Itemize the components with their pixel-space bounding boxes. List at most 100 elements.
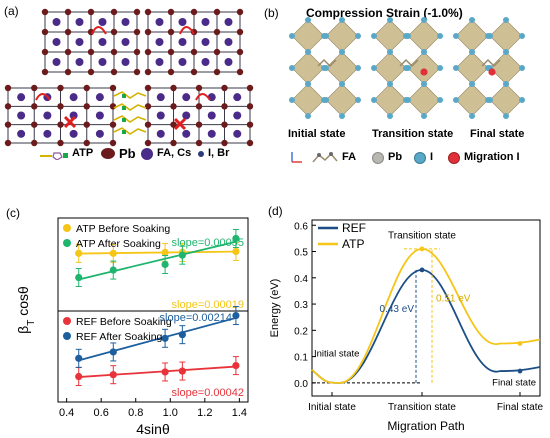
fa-cs-cation — [201, 38, 210, 46]
fa-cs-cation — [201, 58, 210, 66]
pb-atom — [221, 84, 228, 92]
atp-legend-icon — [40, 151, 68, 161]
i-atom — [503, 81, 509, 87]
fa-cs-cation — [178, 38, 187, 46]
i-atom — [371, 65, 377, 71]
fa-cs-cation — [95, 111, 104, 120]
pb-atom — [144, 48, 152, 56]
i-atom — [421, 17, 427, 23]
x-tick-label: Transition state — [388, 402, 456, 413]
i-atom — [305, 113, 311, 119]
pb-atom — [144, 8, 152, 16]
octahedra-group — [453, 17, 525, 119]
y-axis-label: βT cosθ — [15, 286, 37, 334]
legend-label: ATP Before Soaking — [76, 223, 170, 235]
pb-atom — [167, 48, 175, 56]
legend-label: REF Before Soaking — [76, 316, 172, 328]
pb-legend-label: Pb — [119, 146, 136, 161]
migration-i-icon — [448, 152, 460, 164]
slope-annotation: slope=0.00019 — [172, 299, 244, 311]
pb-atom — [110, 48, 118, 56]
pb-atom — [83, 139, 90, 147]
data-point — [75, 354, 83, 362]
y-tick-label: 0.3 — [294, 300, 308, 311]
lattice-top-right — [144, 8, 244, 76]
panel-c-label: (c) — [6, 206, 20, 220]
pb-atom — [190, 68, 198, 76]
i-atom — [289, 33, 295, 39]
data-point — [75, 273, 83, 282]
i-atom — [421, 113, 427, 119]
pbi6-octahedron — [455, 51, 489, 85]
pb-atom — [64, 28, 72, 36]
pb-atom — [236, 48, 244, 56]
pb-atom — [64, 8, 72, 16]
pb-atom — [110, 68, 118, 76]
octahedra-group — [371, 17, 443, 119]
fit-line — [78, 317, 237, 362]
x-tick-label: 0.8 — [128, 407, 143, 419]
i-atom — [289, 97, 295, 103]
pb-atom — [195, 139, 203, 147]
data-point — [109, 348, 117, 356]
i-atom — [437, 97, 443, 103]
pb-atom — [144, 121, 152, 128]
pbi6-octahedron — [291, 83, 325, 117]
i-atom — [421, 81, 427, 87]
final-point — [517, 341, 523, 346]
pb-atom — [144, 139, 152, 147]
i-atom — [453, 65, 459, 71]
atp-molecule — [113, 91, 147, 99]
legend-marker — [63, 332, 71, 340]
i-atom — [305, 81, 311, 87]
x-axis-label: Migration Path — [387, 419, 464, 433]
pb-atom — [167, 8, 175, 16]
fa-cs-cation — [156, 93, 165, 102]
i-atom — [519, 97, 525, 103]
i-atom — [323, 33, 329, 39]
fa-legend-label: FA — [342, 151, 357, 163]
i-atom — [289, 65, 295, 71]
data-point — [75, 249, 83, 257]
data-point — [109, 371, 117, 379]
legend-label: ATP — [342, 237, 364, 251]
pb-atom — [57, 84, 64, 92]
fa-cs-cation — [98, 58, 107, 66]
pb-atom — [110, 8, 118, 16]
fa-cs-cation — [52, 58, 61, 66]
pbi6-octahedron — [373, 83, 407, 117]
pb-atom — [213, 48, 221, 56]
data-point — [178, 251, 186, 259]
pb-atom — [41, 28, 49, 36]
migration-i-atom — [420, 68, 428, 76]
pb-atom — [57, 121, 64, 128]
pb-atom — [246, 139, 254, 147]
i-atom — [503, 113, 509, 119]
data-point — [232, 234, 240, 243]
panel-d-label: (d) — [268, 204, 283, 218]
data-point — [161, 368, 169, 376]
pbi6-octahedron — [489, 51, 523, 85]
data-point — [109, 266, 117, 274]
x-tick-label: Initial state — [308, 402, 356, 413]
transition-state-annotation: Transition state — [388, 230, 456, 241]
y-axis-label: Energy (eV) — [269, 279, 281, 338]
fa-cs-cation — [43, 111, 52, 120]
pbi6-octahedron — [407, 19, 441, 53]
atp-anchor — [122, 106, 126, 110]
fa-cs-legend-label: FA, Cs — [157, 147, 192, 159]
fa-cs-cation — [224, 58, 233, 66]
pb-atom — [83, 103, 90, 110]
state-label-transition: Transition state — [372, 128, 454, 140]
pb-atom — [57, 103, 64, 110]
final-state-annotation: Final state — [492, 377, 536, 388]
fit-line — [78, 250, 236, 255]
i-atom — [387, 17, 393, 23]
i-atom — [405, 65, 411, 71]
pb-atom — [246, 103, 254, 110]
i-legend-label: I — [430, 151, 434, 163]
pb-atom — [144, 84, 152, 92]
fa-cs-cation — [233, 93, 242, 102]
legend-label: REF — [342, 221, 366, 235]
data-point — [178, 331, 186, 339]
